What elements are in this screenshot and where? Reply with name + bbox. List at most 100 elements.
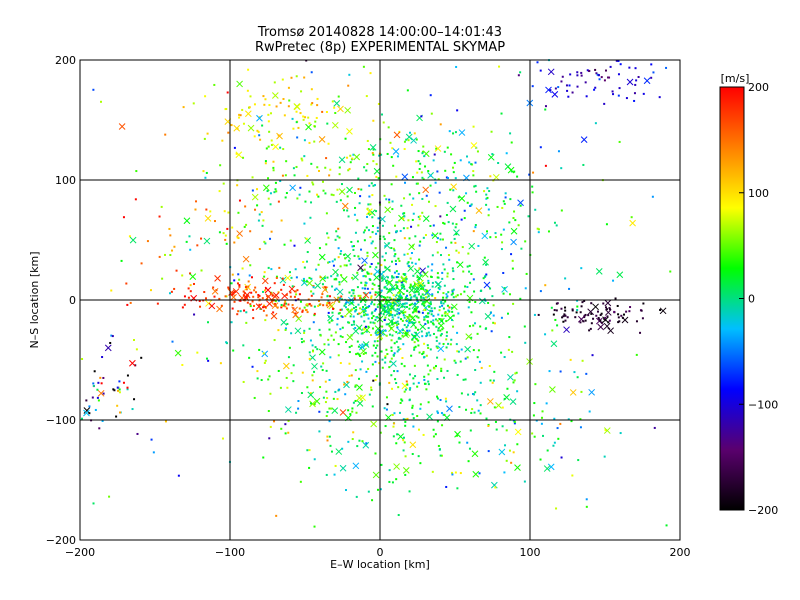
data-point-cross xyxy=(332,268,339,276)
data-point-cross xyxy=(232,288,240,295)
data-point xyxy=(390,374,393,377)
data-point xyxy=(516,443,519,446)
data-point xyxy=(413,310,416,313)
data-point xyxy=(213,295,216,298)
data-point xyxy=(291,304,294,307)
data-point-cross xyxy=(372,471,380,479)
data-point xyxy=(245,223,248,226)
data-point xyxy=(466,286,469,289)
data-point xyxy=(415,306,418,309)
data-point xyxy=(466,155,469,158)
data-point xyxy=(338,281,341,284)
data-point xyxy=(353,323,356,326)
data-point xyxy=(609,65,612,68)
data-point xyxy=(248,356,251,359)
data-point xyxy=(92,384,95,387)
data-point xyxy=(458,441,461,444)
data-point xyxy=(306,303,309,306)
data-point xyxy=(395,276,398,279)
data-point xyxy=(245,296,248,299)
data-point xyxy=(652,71,655,74)
data-point xyxy=(388,269,391,272)
data-point xyxy=(351,410,354,413)
data-point xyxy=(441,238,444,241)
data-point xyxy=(604,316,607,319)
data-point xyxy=(327,261,330,264)
data-point xyxy=(308,357,311,360)
data-point xyxy=(517,224,520,227)
data-point xyxy=(247,285,250,288)
data-point xyxy=(585,372,588,375)
data-point xyxy=(405,320,408,323)
data-point xyxy=(423,378,426,381)
data-point xyxy=(283,114,286,117)
data-point xyxy=(391,316,394,319)
colorbar-label: [m/s] xyxy=(721,72,750,85)
data-point xyxy=(468,264,471,267)
data-point xyxy=(347,84,350,87)
data-point xyxy=(419,462,422,465)
data-point xyxy=(336,323,339,326)
data-point xyxy=(351,157,354,160)
data-point xyxy=(309,216,312,219)
data-point xyxy=(273,420,276,423)
data-point xyxy=(476,332,479,335)
data-point xyxy=(404,455,407,458)
data-point xyxy=(427,401,430,404)
data-point xyxy=(463,217,466,220)
data-point xyxy=(264,98,267,101)
data-point xyxy=(489,236,492,239)
data-point xyxy=(431,470,434,473)
data-point xyxy=(419,215,422,218)
data-point xyxy=(391,481,394,484)
data-point xyxy=(351,308,354,311)
data-point xyxy=(544,164,547,167)
data-point xyxy=(399,293,402,296)
data-point-cross xyxy=(382,307,390,315)
data-point xyxy=(284,328,287,331)
data-point xyxy=(198,300,201,303)
data-point-cross xyxy=(281,292,288,300)
data-point xyxy=(236,282,239,285)
data-point xyxy=(132,338,135,341)
data-point xyxy=(344,137,347,140)
data-point-cross xyxy=(129,236,137,244)
data-point xyxy=(302,261,305,264)
data-point xyxy=(400,310,403,313)
data-point xyxy=(441,304,444,307)
data-point xyxy=(340,183,343,186)
data-point-cross xyxy=(465,333,473,340)
data-point xyxy=(403,441,406,444)
data-point xyxy=(403,148,406,151)
data-point xyxy=(388,304,391,307)
data-point xyxy=(442,342,445,345)
data-point xyxy=(343,304,346,307)
data-point xyxy=(266,295,269,298)
data-point-cross xyxy=(358,343,366,351)
data-point xyxy=(507,312,510,315)
data-point xyxy=(470,203,473,206)
data-point xyxy=(164,253,167,256)
data-point xyxy=(366,271,369,274)
data-point xyxy=(504,196,507,199)
data-point xyxy=(468,447,471,450)
data-point-cross xyxy=(352,273,359,281)
data-point xyxy=(537,228,540,231)
data-point xyxy=(539,290,542,293)
data-point xyxy=(545,402,548,405)
data-point xyxy=(382,308,385,311)
data-point xyxy=(301,159,304,162)
data-point xyxy=(169,234,172,237)
data-point xyxy=(457,196,460,199)
y-tick-label: 200 xyxy=(55,54,76,67)
data-point xyxy=(242,344,245,347)
data-point xyxy=(362,65,365,68)
data-point xyxy=(429,302,432,305)
data-point xyxy=(374,378,377,381)
data-point xyxy=(256,129,259,132)
data-point xyxy=(603,455,606,458)
data-point xyxy=(560,80,563,83)
data-point xyxy=(182,106,185,109)
data-point xyxy=(284,432,287,435)
data-point xyxy=(333,473,336,476)
